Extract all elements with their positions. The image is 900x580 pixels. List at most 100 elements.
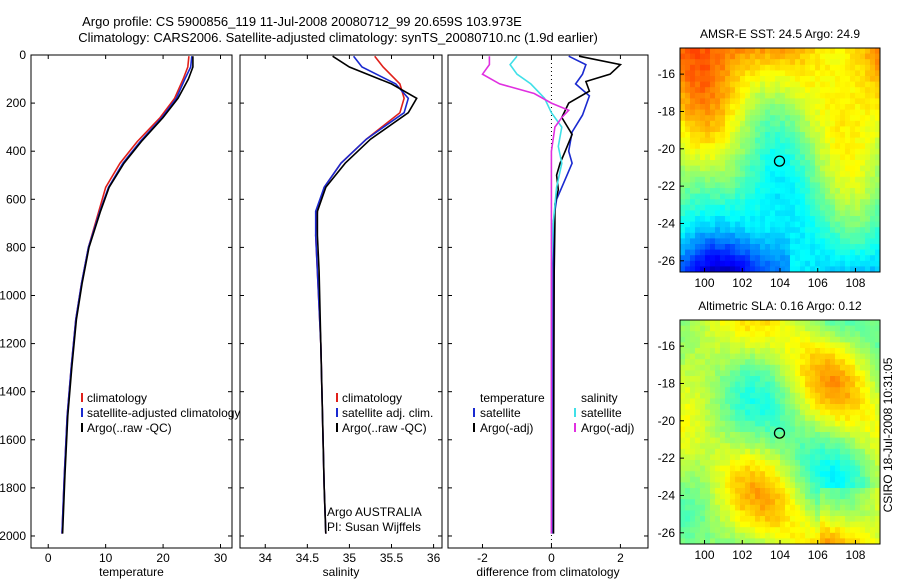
heatmap-cell [735,120,741,127]
heatmap-cell [815,532,821,539]
heatmap-cell [805,348,811,354]
heatmap-cell [735,182,741,189]
heatmap-cell [790,210,796,217]
heatmap-cell [680,370,686,377]
heatmap-cell [855,165,861,172]
heatmap-cell [835,342,841,349]
heatmap-cell [760,266,766,273]
heatmap-cell [805,48,811,54]
heatmap-cell [825,532,831,539]
heatmap-cell [810,221,816,228]
heatmap-cell [710,115,716,122]
heatmap-cell [845,364,851,371]
heatmap-cell [705,398,711,405]
heatmap-cell [810,165,816,172]
heatmap-cell [770,221,776,228]
heatmap-cell [850,415,856,422]
heatmap-cell [820,227,826,234]
heatmap-cell [840,165,846,172]
heatmap-cell [730,165,736,172]
heatmap-cell [720,482,726,489]
heatmap-cell [805,516,811,522]
heatmap-cell [810,126,816,133]
heatmap-cell [725,521,731,528]
heatmap-cell [720,182,726,189]
heatmap-cell [765,115,771,122]
heatmap-cell [800,488,806,494]
x-tick-label: 20 [156,551,170,565]
heatmap-cell [705,70,711,77]
heatmap-cell [750,221,756,228]
heatmap-cell [725,409,731,416]
heatmap-cell [840,98,846,105]
heatmap-cell [830,353,836,360]
heatmap-cell [805,538,811,545]
heatmap-cell [695,336,701,343]
heatmap-cell [830,331,836,338]
heatmap-cell [785,154,791,161]
heatmap-cell [755,426,761,433]
heatmap-cell [710,454,716,461]
heatmap-cell [760,482,766,489]
heatmap-cell [805,249,811,256]
heatmap-cell [870,48,876,54]
heatmap-cell [745,532,751,539]
heatmap-cell [700,415,706,422]
heatmap-cell [790,244,796,250]
heatmap-cell [825,244,831,250]
heatmap-cell [690,120,696,127]
heatmap-cell [715,448,721,455]
x-tick-label: 30 [214,551,228,565]
heatmap-cell [720,460,726,466]
heatmap-cell [860,325,866,332]
heatmap-cell [680,320,686,326]
heatmap-cell [760,387,766,394]
heatmap-cell [850,244,856,250]
heatmap-cell [810,325,816,332]
heatmap-cell [855,331,861,338]
heatmap-cell [690,199,696,206]
heatmap-cell [715,376,721,382]
heatmap-cell [700,266,706,273]
heatmap-cell [805,87,811,94]
heatmap-cell [700,87,706,94]
heatmap-cell [755,359,761,366]
heatmap-cell [860,148,866,155]
heatmap-cell [825,471,831,478]
heatmap-cell [835,176,841,183]
heatmap-cell [690,336,696,343]
heatmap-cell [845,266,851,273]
heatmap-cell [795,336,801,343]
heatmap-cell [695,432,701,438]
heatmap-cell [705,171,711,178]
y-tick-label: -16 [658,339,676,353]
heatmap-cell [835,426,841,433]
heatmap-cell [840,471,846,478]
heatmap-cell [760,532,766,539]
heatmap-cell [865,210,871,217]
heatmap-cell [700,460,706,466]
heatmap-cell [875,465,881,472]
heatmap-cell [835,527,841,534]
heatmap-cell [700,325,706,332]
heatmap-cell [795,81,801,88]
heatmap-cell [680,148,686,155]
heatmap-cell [845,426,851,433]
heatmap-cell [800,188,806,194]
heatmap-cell [825,499,831,506]
heatmap-cell [705,336,711,343]
heatmap-cell [755,376,761,382]
heatmap-cell [735,193,741,200]
heatmap-cell [750,443,756,450]
heatmap-cell [760,359,766,366]
heatmap-cell [785,499,791,506]
heatmap-cell [800,109,806,116]
heatmap-cell [860,364,866,371]
heatmap-cell [780,353,786,360]
heatmap-cell [810,521,816,528]
heatmap-cell [795,482,801,489]
heatmap-cell [725,227,731,234]
heatmap-cell [870,104,876,110]
heatmap-cell [830,255,836,262]
heatmap-cell [860,359,866,366]
